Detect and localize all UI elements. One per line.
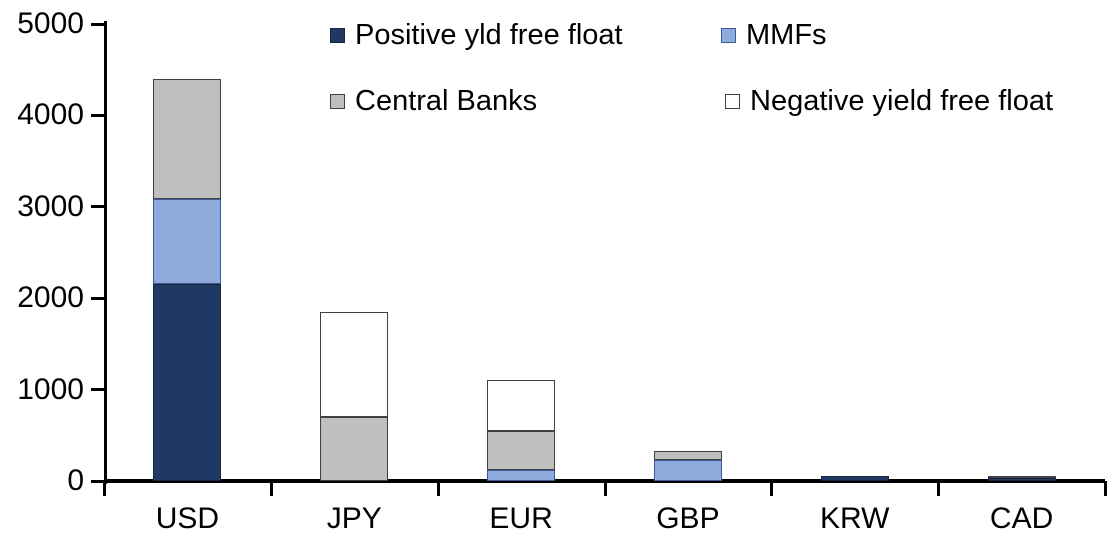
y-axis-tick-label-2000: 2000	[17, 281, 84, 315]
y-axis-tick-0	[91, 479, 105, 483]
legend-item-central-banks: Central Banks	[330, 86, 537, 116]
legend-swatch-mmfs	[721, 27, 736, 43]
y-axis-tick-3000	[91, 205, 105, 209]
legend-label: MMFs	[746, 19, 827, 51]
bar-segment-JPY-negative-yield-free-float	[320, 311, 389, 418]
legend-swatch-positive-yld-free-float	[330, 27, 345, 43]
legend-swatch-negative-yield-free-float	[725, 93, 740, 109]
bar-segment-GBP-central-banks	[653, 450, 722, 460]
bar-segment-GBP-mmfs	[653, 459, 722, 481]
x-axis-label-CAD: CAD	[989, 502, 1054, 535]
bar-segment-JPY-central-banks	[320, 417, 389, 481]
x-axis-tick-2	[436, 481, 440, 496]
y-axis-tick-label-3000: 3000	[17, 189, 84, 223]
x-axis-tick-4	[770, 481, 774, 496]
bar-segment-CAD-positive-yld-free-float	[987, 477, 1056, 481]
legend-label: Central Banks	[355, 85, 538, 117]
y-axis-tick-label-0: 0	[67, 464, 84, 497]
legend-label: Positive yld free float	[355, 19, 623, 51]
x-axis-tick-1	[269, 481, 273, 496]
x-axis-label-JPY: JPY	[326, 502, 382, 535]
x-axis-label-USD: USD	[155, 502, 220, 535]
x-axis-label-KRW: KRW	[820, 502, 890, 535]
legend-label: Negative yield free float	[750, 85, 1054, 117]
y-axis-line	[104, 21, 107, 484]
x-axis-tick-6	[1104, 481, 1107, 496]
y-axis-tick-2000	[91, 296, 105, 300]
x-axis-tick-3	[603, 481, 607, 496]
y-axis-tick-4000	[91, 113, 105, 117]
y-axis-tick-1000	[91, 388, 105, 392]
legend-item-mmfs: MMFs	[721, 20, 827, 50]
x-axis-label-GBP: GBP	[656, 502, 720, 535]
legend-item-positive-yld-free-float: Positive yld free float	[330, 20, 623, 50]
bar-segment-USD-positive-yld-free-float	[153, 284, 222, 481]
bar-segment-EUR-mmfs	[487, 470, 556, 481]
bar-segment-USD-mmfs	[153, 199, 222, 285]
y-axis-tick-5000	[91, 22, 105, 26]
x-axis-tick-0	[103, 481, 106, 496]
y-axis-tick-label-5000: 5000	[17, 7, 84, 40]
x-axis-tick-5	[937, 481, 941, 496]
legend-item-negative-yield-free-float: Negative yield free float	[725, 86, 1053, 116]
bar-segment-EUR-negative-yield-free-float	[487, 379, 556, 431]
x-axis-label-EUR: EUR	[489, 502, 553, 535]
bar-segment-EUR-central-banks	[487, 430, 556, 471]
legend-swatch-central-banks	[330, 93, 345, 109]
bar-segment-CAD-central-banks	[987, 475, 1056, 478]
y-axis-tick-label-1000: 1000	[17, 372, 84, 406]
bar-segment-KRW-positive-yld-free-float	[820, 476, 889, 481]
bar-segment-USD-central-banks	[153, 78, 222, 200]
y-axis-tick-label-4000: 4000	[17, 98, 84, 132]
